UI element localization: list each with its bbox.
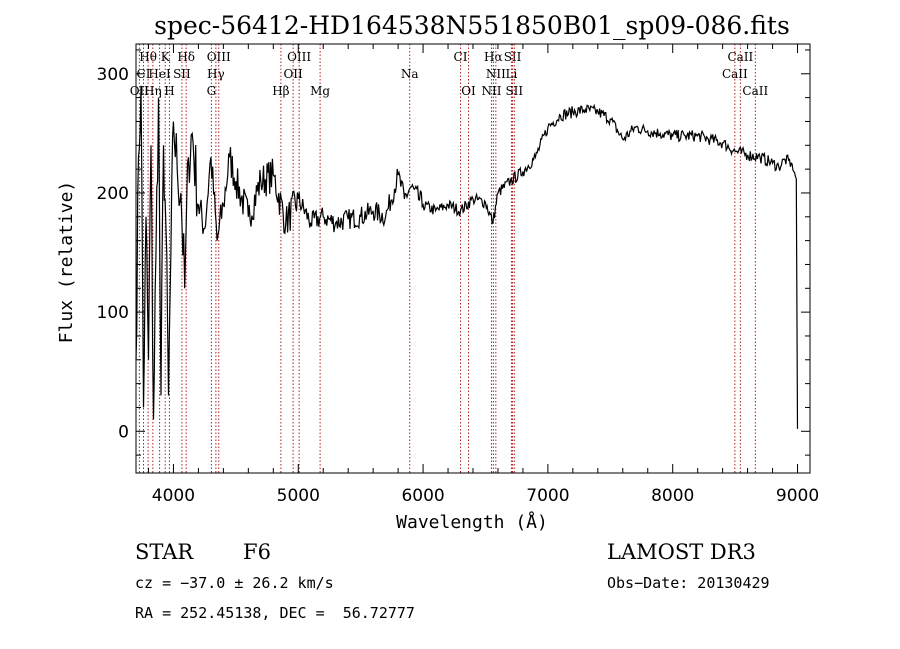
- line-label-18: OII: [130, 84, 150, 98]
- plot-frame: [135, 43, 811, 474]
- x-tick-label-1: 5000: [277, 486, 320, 506]
- line-label-4: OIII: [287, 50, 311, 64]
- redshift-velocity: cz = −37.0 ± 26.2 km/s: [135, 574, 334, 592]
- axis-ticks: 4000 5000 6000 7000 8000 9000 0 100 200 300: [97, 44, 819, 506]
- line-label-13: OII: [283, 67, 303, 81]
- line-label-7: SII: [504, 50, 522, 64]
- coordinates: RA = 252.45138, DEC = 56.72777: [135, 604, 415, 622]
- line-label-15: NII: [486, 67, 506, 81]
- line-label-8: CaII: [727, 50, 753, 64]
- line-label-12: Hγ: [207, 67, 225, 81]
- line-label-20: H: [164, 84, 174, 98]
- y-tick-label-2: 200: [97, 184, 129, 204]
- line-label-0: Hθ: [139, 50, 157, 64]
- line-label-3: OIII: [207, 50, 231, 64]
- x-axis-label: Wavelength (Å): [396, 511, 548, 533]
- x-tick-label-2: 6000: [401, 486, 444, 506]
- y-tick-label-1: 100: [97, 303, 129, 323]
- line-label-2: Hδ: [177, 50, 195, 64]
- line-label-23: Mg: [310, 84, 330, 98]
- x-tick-label-4: 8000: [651, 486, 694, 506]
- line-label-6: Hα: [484, 50, 503, 64]
- x-tick-label-5: 9000: [776, 486, 819, 506]
- line-label-11: SII: [173, 67, 191, 81]
- line-label-10: HeI: [148, 67, 171, 81]
- object-class: STAR: [135, 540, 194, 564]
- y-tick-label-0: 0: [118, 422, 129, 442]
- line-label-19: Hη: [144, 84, 162, 98]
- chart-title: spec-56412-HD164538N551850B01_sp09-086.f…: [154, 11, 790, 40]
- survey-name: LAMOST DR3: [607, 540, 756, 564]
- line-label-27: CaII: [742, 84, 768, 98]
- spectral-subclass: F6: [243, 540, 271, 564]
- line-label-26: SII: [505, 84, 523, 98]
- line-label-17: CaII: [722, 67, 748, 81]
- observation-date: Obs−Date: 20130429: [607, 574, 770, 592]
- line-label-1: K: [161, 50, 171, 64]
- line-label-16: Li: [506, 67, 518, 81]
- line-label-5: CI: [454, 50, 468, 64]
- flux-series-line: [135, 85, 799, 429]
- x-tick-label-3: 7000: [526, 486, 569, 506]
- line-label-22: Hβ: [272, 84, 289, 98]
- line-label-25: NII: [481, 84, 501, 98]
- line-label-14: Na: [401, 67, 419, 81]
- y-tick-label-3: 300: [97, 65, 129, 85]
- y-axis-label: Flux (relative): [56, 181, 77, 344]
- x-tick-label-0: 4000: [152, 486, 195, 506]
- line-label-21: G: [207, 84, 217, 98]
- line-label-24: OI: [461, 84, 476, 98]
